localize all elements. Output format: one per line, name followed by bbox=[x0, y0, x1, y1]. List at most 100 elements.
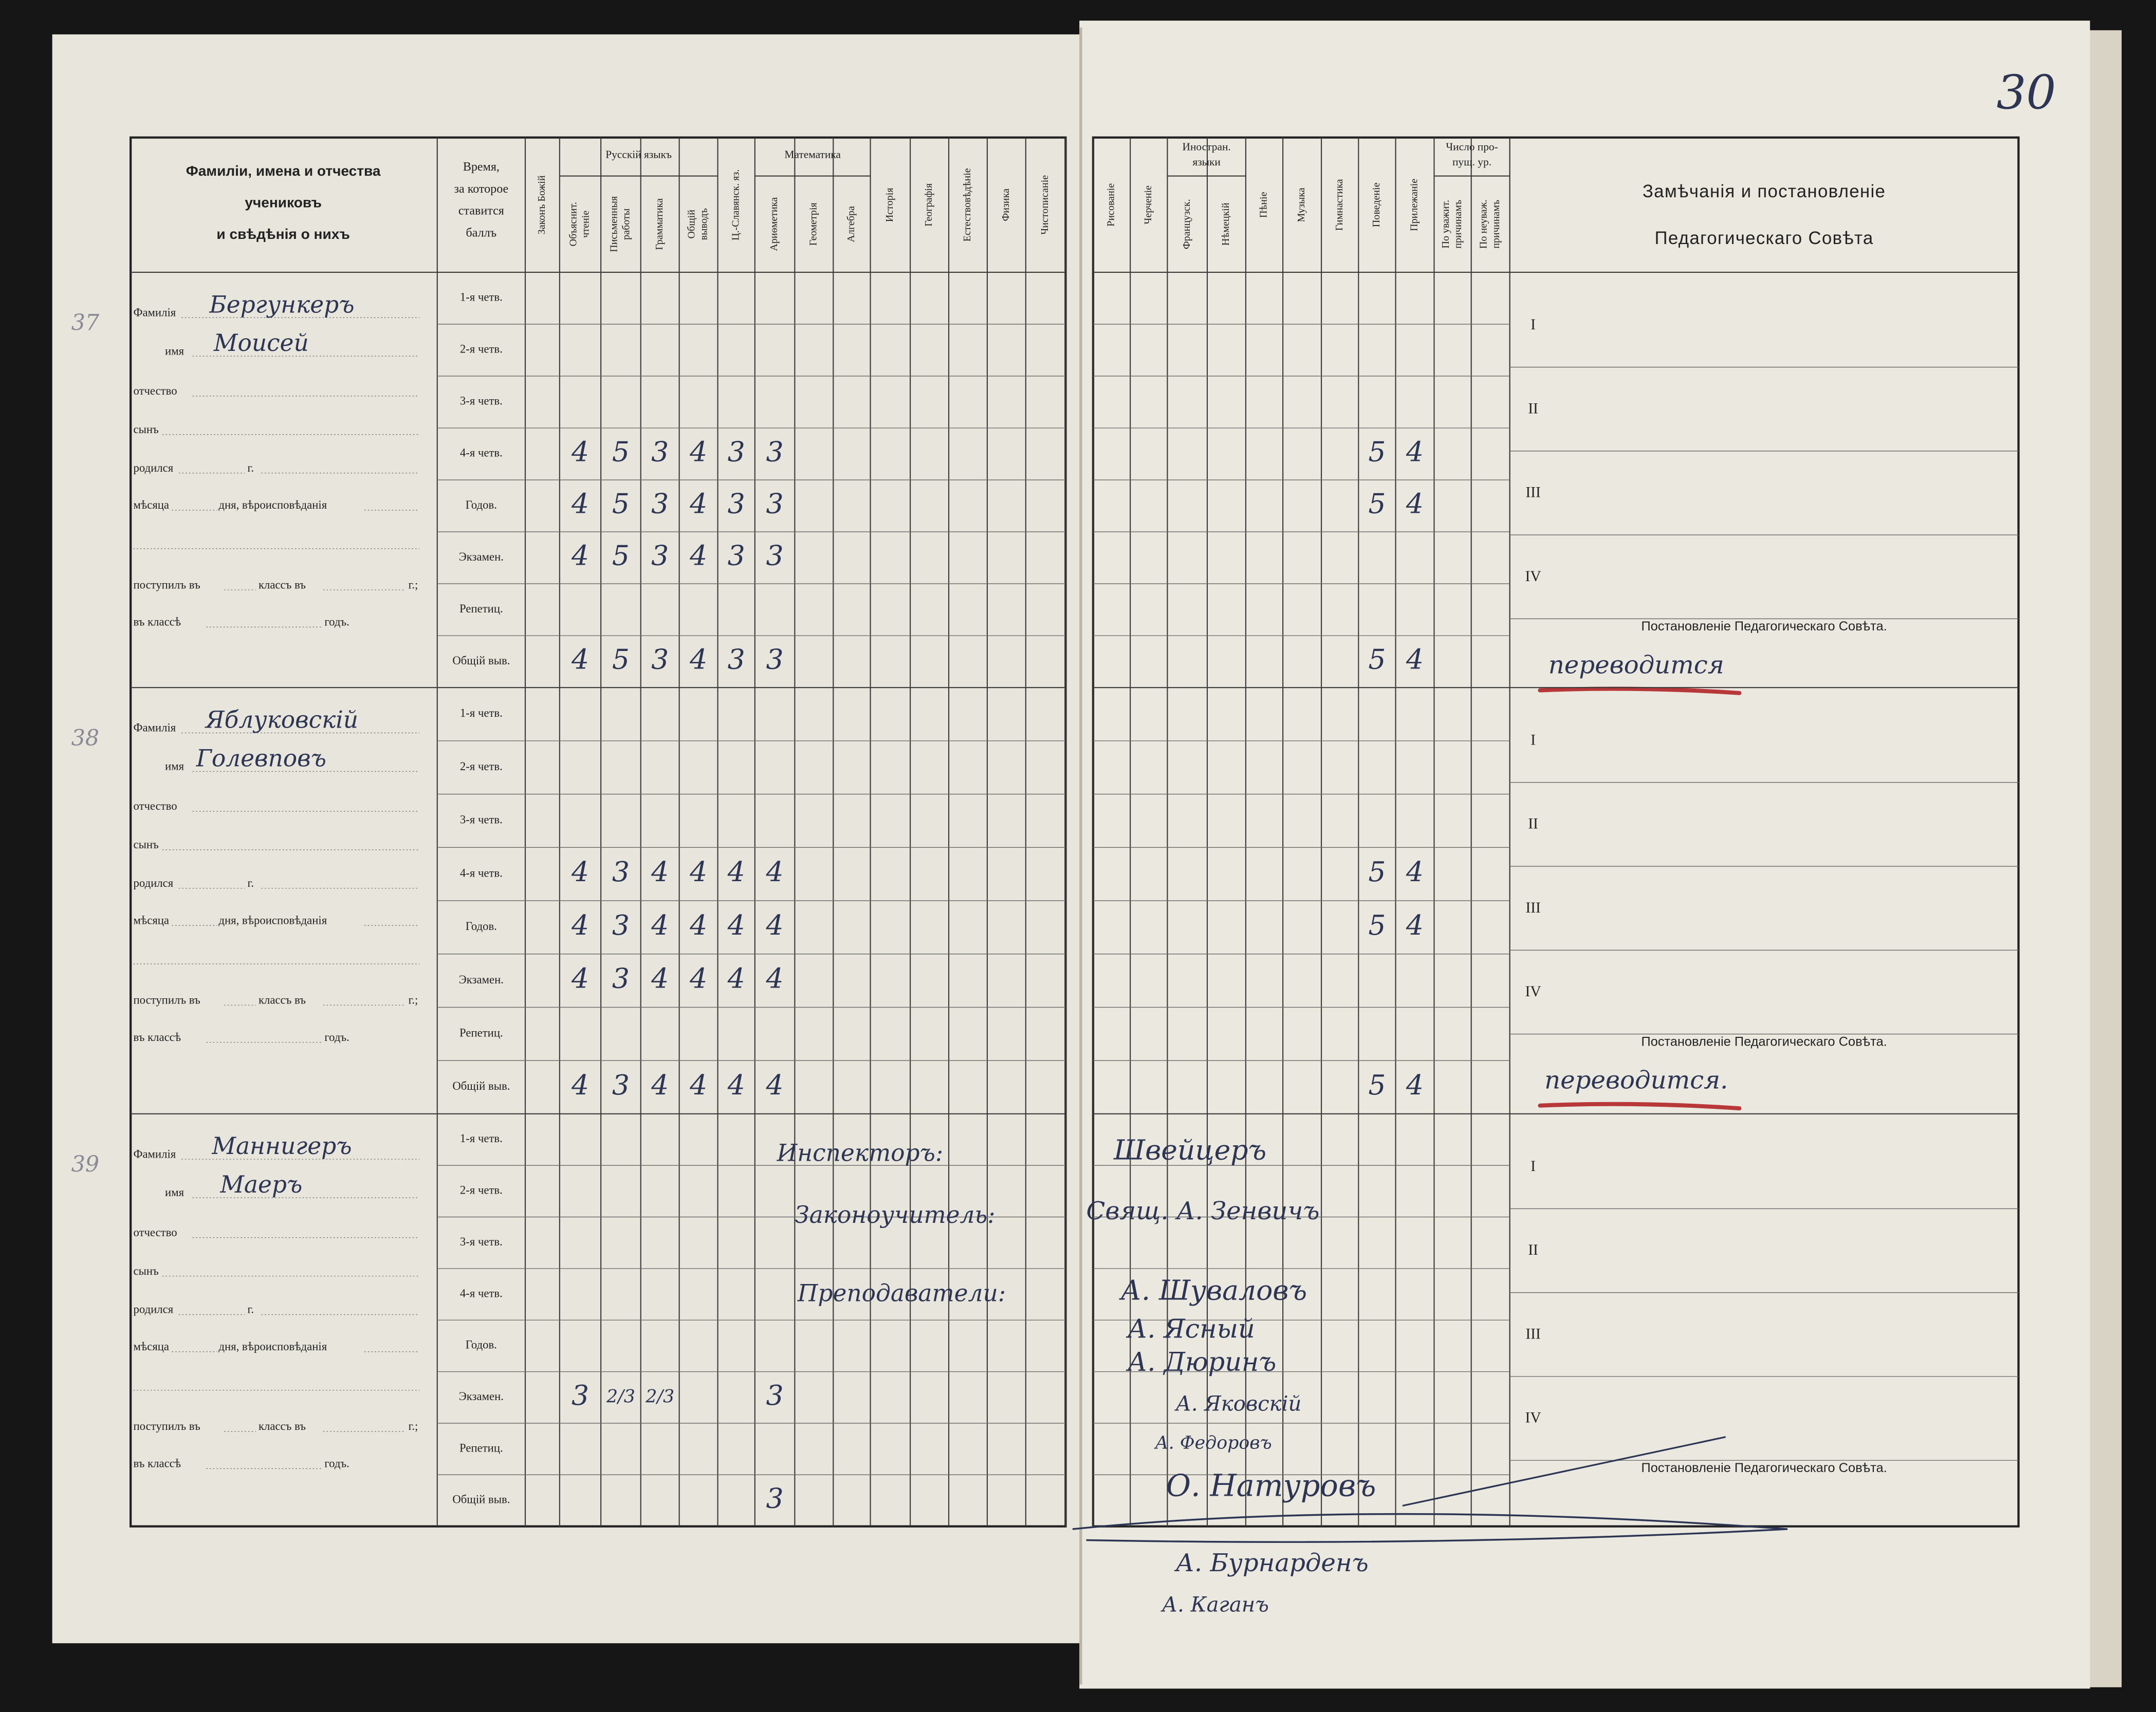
form-label: классъ въ bbox=[259, 578, 306, 591]
grade: 5 bbox=[1368, 909, 1386, 941]
form-label: классъ въ bbox=[259, 1420, 306, 1432]
grade: 4 bbox=[571, 855, 589, 888]
column-header: Общій bbox=[686, 210, 697, 239]
quarter-label: I bbox=[1531, 317, 1536, 333]
grade: 3 bbox=[766, 436, 784, 468]
period-label: 1-я четв. bbox=[460, 1132, 503, 1145]
form-label: имя bbox=[165, 760, 185, 773]
signature: А. Дюринъ bbox=[1126, 1347, 1276, 1377]
column-header: Алгебра bbox=[845, 206, 857, 243]
grade: 4 bbox=[689, 488, 707, 520]
signature: А. Яковскій bbox=[1174, 1392, 1301, 1416]
column-header: Поведеніе bbox=[1371, 182, 1382, 227]
grade: 4 bbox=[689, 909, 707, 941]
grade: 5 bbox=[1368, 1069, 1386, 1101]
student-name: Маеръ bbox=[219, 1171, 302, 1198]
period-label: Общій выв. bbox=[452, 1493, 510, 1506]
signature-role: Преподаватели: bbox=[797, 1280, 1006, 1307]
period-label: 2-я четв. bbox=[460, 343, 503, 356]
group-header: пущ. ур. bbox=[1452, 156, 1491, 168]
form-label: отчество bbox=[134, 384, 177, 397]
period-label: Экзамен. bbox=[459, 1390, 504, 1403]
signature: А. Шуваловъ bbox=[1118, 1274, 1307, 1307]
quarter-label: IV bbox=[1525, 1410, 1541, 1426]
form-label: классъ въ bbox=[259, 994, 306, 1007]
form-label: годъ. bbox=[324, 616, 349, 628]
form-label: мѣсяца bbox=[134, 914, 170, 926]
grade: 3 bbox=[766, 1379, 784, 1411]
column-header: причинамъ bbox=[1452, 200, 1464, 249]
period-label: Годов. bbox=[466, 920, 497, 933]
grade: 5 bbox=[1368, 436, 1386, 468]
grade: 4 bbox=[689, 855, 707, 888]
form-label: дня, вѣроисповѣданія bbox=[218, 1340, 327, 1353]
grade: 4 bbox=[571, 539, 589, 572]
form-label: мѣсяца bbox=[134, 1340, 170, 1353]
grade: 4 bbox=[651, 909, 669, 941]
form-label: родился bbox=[134, 461, 174, 474]
period-label: 1-я четв. bbox=[460, 706, 503, 719]
signature: А. Ясный bbox=[1126, 1314, 1255, 1344]
grade: 3 bbox=[728, 643, 745, 676]
form-label: г.; bbox=[409, 994, 418, 1007]
quarter-label: I bbox=[1531, 732, 1536, 748]
form-label: родился bbox=[134, 877, 174, 889]
form-label: г. bbox=[248, 877, 254, 889]
grade: 3 bbox=[766, 1482, 784, 1515]
student-surname: Яблуковскій bbox=[205, 706, 358, 734]
form-label: дня, вѣроисповѣданія bbox=[218, 498, 327, 511]
student-number: 37 bbox=[71, 310, 100, 336]
form-label: годъ. bbox=[324, 1031, 349, 1044]
grade: 4 bbox=[571, 962, 589, 995]
quarter-label: III bbox=[1525, 485, 1540, 501]
grade: 5 bbox=[612, 488, 630, 520]
grade: 4 bbox=[689, 1069, 707, 1101]
signature: Свящ. А. Зенвичъ bbox=[1086, 1197, 1320, 1225]
column-header: Чистописаніе bbox=[1039, 175, 1051, 235]
grade: 4 bbox=[1406, 855, 1424, 888]
grade: 4 bbox=[651, 1069, 669, 1101]
form-label: имя bbox=[165, 1186, 185, 1199]
form-label: отчество bbox=[134, 1226, 177, 1239]
quarter-label: III bbox=[1525, 1326, 1540, 1342]
grade: 4 bbox=[1406, 488, 1424, 520]
column-header: Исторія bbox=[884, 188, 895, 222]
period-label: Экзамен. bbox=[459, 550, 504, 563]
period-label: 4-я четв. bbox=[460, 446, 503, 459]
grade: 3 bbox=[728, 539, 745, 572]
group-header: Математика bbox=[784, 148, 841, 160]
period-label: 4-я четв. bbox=[460, 1287, 503, 1299]
signature: О. Натуровъ bbox=[1166, 1467, 1376, 1503]
grade: 4 bbox=[571, 488, 589, 520]
grade: 3 bbox=[612, 909, 630, 941]
grade: 4 bbox=[571, 1069, 589, 1101]
form-label: въ классѣ bbox=[134, 616, 181, 628]
form-label: сынъ bbox=[134, 1264, 159, 1277]
column-header: Музыка bbox=[1296, 188, 1307, 222]
grade: 4 bbox=[689, 436, 707, 468]
resolution-label: Постановленіе Педагогическаго Совѣта. bbox=[1641, 619, 1887, 634]
student-surname: Маннигеръ bbox=[211, 1132, 352, 1160]
grade: 4 bbox=[1406, 909, 1424, 941]
period-label: 2-я четв. bbox=[460, 760, 503, 773]
column-header: причинамъ bbox=[1490, 200, 1502, 249]
grade: 4 bbox=[766, 909, 784, 941]
grade: 4 bbox=[689, 962, 707, 995]
group-header: Русскій языкъ bbox=[605, 148, 672, 160]
grade: 5 bbox=[612, 436, 630, 468]
header-text: ставится bbox=[458, 204, 504, 218]
grade: 5 bbox=[612, 643, 630, 676]
grade: 3 bbox=[728, 436, 745, 468]
header-text: Замѣчанія и постановленіе bbox=[1643, 182, 1886, 201]
grade: 4 bbox=[727, 1069, 745, 1101]
header-text: Время, bbox=[463, 160, 500, 174]
column-header: Ариѳметика bbox=[768, 197, 780, 251]
form-label: поступилъ въ bbox=[134, 578, 200, 591]
group-header: Иностран. bbox=[1183, 141, 1231, 153]
student-number: 38 bbox=[71, 725, 99, 751]
period-label: 3-я четв. bbox=[460, 1235, 503, 1248]
grade: 4 bbox=[689, 539, 707, 572]
period-label: 2-я четв. bbox=[460, 1184, 503, 1197]
